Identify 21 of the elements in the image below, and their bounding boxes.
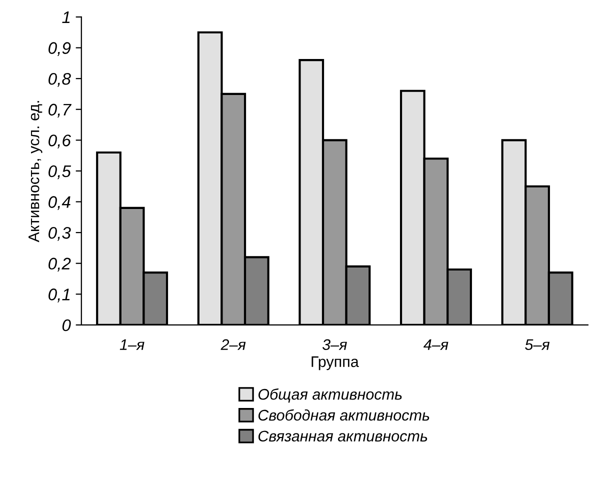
y-tick-label: 1 xyxy=(62,12,70,24)
x-tick-label: 2–я xyxy=(220,339,246,350)
y-tick-label: 0,1 xyxy=(48,288,70,302)
legend-label: Свободная активность xyxy=(258,409,430,421)
x-tick-label: 1–я xyxy=(120,339,144,350)
x-tick-label: 5–я xyxy=(525,339,550,350)
y-tick-label: 0,6 xyxy=(48,134,71,148)
y-tick-label: 0,2 xyxy=(48,258,71,272)
x-axis-title: Группа xyxy=(312,356,359,370)
legend-label: Связанная активность xyxy=(258,430,428,442)
x-tick-label: 3–я xyxy=(322,339,347,350)
y-tick-label: 0,4 xyxy=(48,196,70,210)
legend-label: Общая активность xyxy=(258,388,402,403)
y-tick-label: 0,7 xyxy=(48,104,72,118)
y-tick-label: 0,9 xyxy=(48,42,71,56)
y-tick-label: 0 xyxy=(62,319,71,332)
y-axis-title: Активность, усл. ед. xyxy=(28,101,42,242)
y-tick-label: 0,8 xyxy=(48,72,71,87)
y-tick-label: 0,3 xyxy=(48,226,71,241)
x-tick-label: 4–я xyxy=(423,339,448,350)
y-tick-label: 0,5 xyxy=(48,165,72,180)
